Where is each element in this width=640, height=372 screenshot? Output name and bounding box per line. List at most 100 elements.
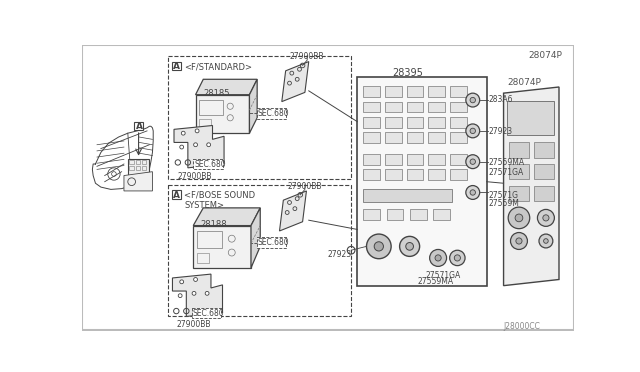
Text: SEC.680: SEC.680 (193, 309, 224, 318)
Circle shape (194, 143, 198, 147)
Text: 28074P: 28074P (528, 51, 562, 60)
Text: 283A6: 283A6 (488, 96, 513, 105)
Bar (534, 164, 554, 179)
Circle shape (207, 143, 211, 147)
Bar (172, 190, 181, 199)
Bar (364, 86, 380, 97)
Bar (450, 154, 467, 165)
Polygon shape (251, 208, 260, 268)
Bar (197, 231, 221, 248)
Text: 27571G: 27571G (488, 191, 518, 200)
Circle shape (192, 291, 196, 295)
Circle shape (543, 215, 549, 221)
Polygon shape (172, 274, 223, 317)
Bar (428, 117, 445, 128)
Polygon shape (280, 191, 307, 231)
Bar (385, 169, 402, 180)
Bar (450, 132, 467, 143)
Circle shape (470, 97, 476, 103)
Circle shape (538, 209, 554, 226)
Text: 27559MA: 27559MA (488, 158, 524, 167)
Bar (136, 166, 140, 170)
Bar (450, 86, 467, 97)
Text: <F/STANDARD>: <F/STANDARD> (184, 62, 252, 71)
Bar (168, 56, 351, 179)
Text: 27559M: 27559M (488, 199, 519, 208)
Circle shape (367, 234, 391, 259)
Text: 28395: 28395 (392, 68, 423, 78)
Circle shape (180, 280, 184, 284)
Circle shape (470, 128, 476, 134)
Text: 27923: 27923 (328, 250, 352, 259)
Text: J28000CC: J28000CC (504, 322, 540, 331)
Text: 27559MA: 27559MA (417, 277, 454, 286)
Bar (364, 132, 380, 143)
Circle shape (435, 255, 441, 261)
Polygon shape (282, 62, 308, 102)
Bar (410, 209, 427, 220)
Bar (387, 209, 403, 220)
Circle shape (195, 129, 199, 133)
Circle shape (178, 294, 182, 298)
Bar (385, 154, 402, 165)
Bar (508, 101, 554, 135)
Bar (364, 102, 380, 112)
Bar (450, 117, 467, 128)
Circle shape (466, 186, 480, 199)
Bar (385, 117, 402, 128)
Circle shape (466, 155, 480, 169)
Bar (129, 166, 134, 170)
Bar (257, 108, 287, 119)
Polygon shape (250, 79, 257, 133)
Text: 27900BB: 27900BB (178, 172, 212, 181)
Circle shape (374, 242, 383, 251)
Bar (509, 164, 529, 179)
Bar (385, 132, 402, 143)
Bar (193, 159, 223, 169)
Circle shape (508, 207, 530, 229)
Bar (509, 142, 529, 158)
Bar (450, 102, 467, 112)
Text: 28188: 28188 (201, 220, 227, 229)
Bar (385, 86, 402, 97)
Circle shape (516, 238, 522, 244)
Circle shape (429, 250, 447, 266)
Circle shape (539, 234, 553, 248)
Polygon shape (124, 172, 152, 191)
Bar (129, 160, 134, 164)
Text: 27571GA: 27571GA (488, 168, 524, 177)
Bar (364, 154, 380, 165)
Bar (200, 100, 223, 115)
Text: A: A (173, 191, 180, 200)
Circle shape (511, 232, 527, 250)
Bar (134, 122, 143, 130)
Circle shape (450, 250, 465, 266)
Bar (136, 160, 140, 164)
Bar (197, 253, 209, 263)
Text: 28185: 28185 (203, 89, 230, 98)
Bar (534, 186, 554, 201)
Text: SEC.680: SEC.680 (194, 160, 226, 169)
Bar (428, 132, 445, 143)
Bar (385, 102, 402, 112)
Circle shape (515, 214, 523, 222)
Circle shape (194, 278, 198, 281)
Bar (406, 102, 424, 112)
Bar (406, 132, 424, 143)
Circle shape (181, 131, 185, 135)
Circle shape (205, 291, 209, 295)
Circle shape (180, 145, 184, 149)
Text: <F/BOSE SOUND
SYSTEM>: <F/BOSE SOUND SYSTEM> (184, 191, 255, 210)
Bar (433, 209, 450, 220)
Polygon shape (196, 95, 250, 133)
Text: SEC.680: SEC.680 (258, 238, 289, 247)
Bar (364, 117, 380, 128)
Polygon shape (504, 87, 559, 286)
Bar (128, 158, 149, 176)
Bar (168, 185, 351, 316)
Bar (428, 169, 445, 180)
Bar (534, 142, 554, 158)
Circle shape (543, 239, 548, 243)
Polygon shape (193, 208, 260, 225)
Circle shape (470, 190, 476, 195)
